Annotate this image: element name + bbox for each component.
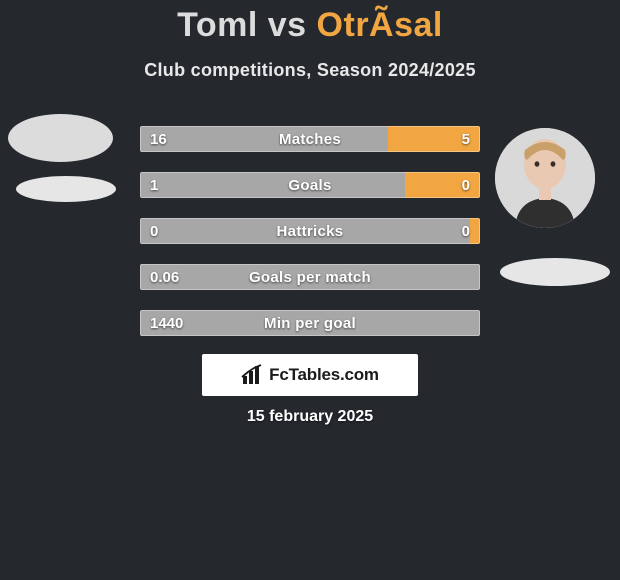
player1-avatar [8, 114, 113, 162]
page-title: Toml vs OtrÃsal [0, 6, 620, 45]
player1-name: Toml [177, 6, 258, 44]
stat-bar-left [140, 310, 480, 336]
stat-row: Min per goal1440 [140, 310, 480, 336]
stat-bar-left [140, 126, 388, 152]
stat-row: Goals10 [140, 172, 480, 198]
brand-box[interactable]: FcTables.com [202, 354, 418, 396]
stat-bar-right [470, 218, 480, 244]
player2-name: OtrÃsal [317, 6, 443, 44]
stat-row: Matches165 [140, 126, 480, 152]
stat-bar-right [405, 172, 480, 198]
player2-avatar [495, 128, 595, 228]
player2-avatar-svg [495, 128, 595, 228]
stat-bar-left [140, 218, 470, 244]
player2-club-badge [500, 258, 610, 286]
bar-chart-icon [241, 364, 265, 386]
stat-bars: Matches165 Goals10 Hattricks00 Goals per ma… [140, 126, 480, 356]
vs-label: vs [268, 6, 307, 44]
brand-text: FcTables.com [269, 365, 379, 385]
stat-bar-right [388, 126, 480, 152]
subtitle: Club competitions, Season 2024/2025 [0, 60, 620, 81]
stat-row: Goals per match0.06 [140, 264, 480, 290]
stat-row: Hattricks00 [140, 218, 480, 244]
stat-bar-left [140, 172, 405, 198]
footer-date: 15 february 2025 [0, 408, 620, 426]
root: Toml vs OtrÃsal Club competitions, Seaso… [0, 0, 620, 580]
player1-club-badge [16, 176, 116, 202]
stat-bar-left [140, 264, 480, 290]
